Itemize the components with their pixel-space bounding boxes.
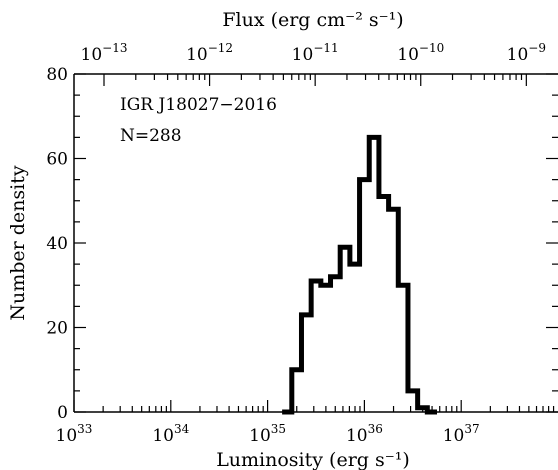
- histogram-bin: [379, 197, 389, 412]
- histogram-bin: [331, 277, 341, 412]
- x-tick-label: 1037: [443, 422, 480, 446]
- y-axis-label: Number density: [7, 165, 29, 321]
- top-axis-label: Flux (erg cm⁻² s⁻¹): [222, 9, 403, 31]
- histogram-bars: [282, 134, 437, 415]
- y-tick-label: 60: [46, 150, 68, 170]
- histogram-bin: [350, 264, 360, 412]
- x-tick-label: 1036: [346, 422, 383, 446]
- y-tick-label: 0: [57, 403, 68, 423]
- axes: [73, 73, 558, 413]
- count-annotation: N=288: [120, 126, 182, 146]
- top-tick-label: 10−13: [81, 41, 128, 65]
- x-tick-label: 1035: [249, 422, 286, 446]
- top-tick-label: 10−10: [397, 41, 444, 65]
- top-tick-label: 10−12: [186, 41, 233, 65]
- y-tick-label: 20: [46, 319, 68, 339]
- ticks: 1033 1034 1035 1036 1037 10−13 10−12 10−11 10−10…: [46, 41, 558, 446]
- x-tick-label: 1033: [56, 422, 93, 446]
- x-axis-label: Luminosity (erg s⁻¹): [216, 449, 410, 470]
- top-tick-label: 10−9: [507, 41, 546, 65]
- y-tick-label: 40: [46, 234, 68, 254]
- histogram-bin: [321, 285, 331, 412]
- top-tick-label: 10−11: [292, 41, 339, 65]
- y-tick-label: 80: [46, 65, 68, 85]
- x-tick-label: 1034: [152, 422, 189, 446]
- source-name-annotation: IGR J18027−2016: [120, 95, 277, 115]
- histogram-outline: [282, 134, 437, 415]
